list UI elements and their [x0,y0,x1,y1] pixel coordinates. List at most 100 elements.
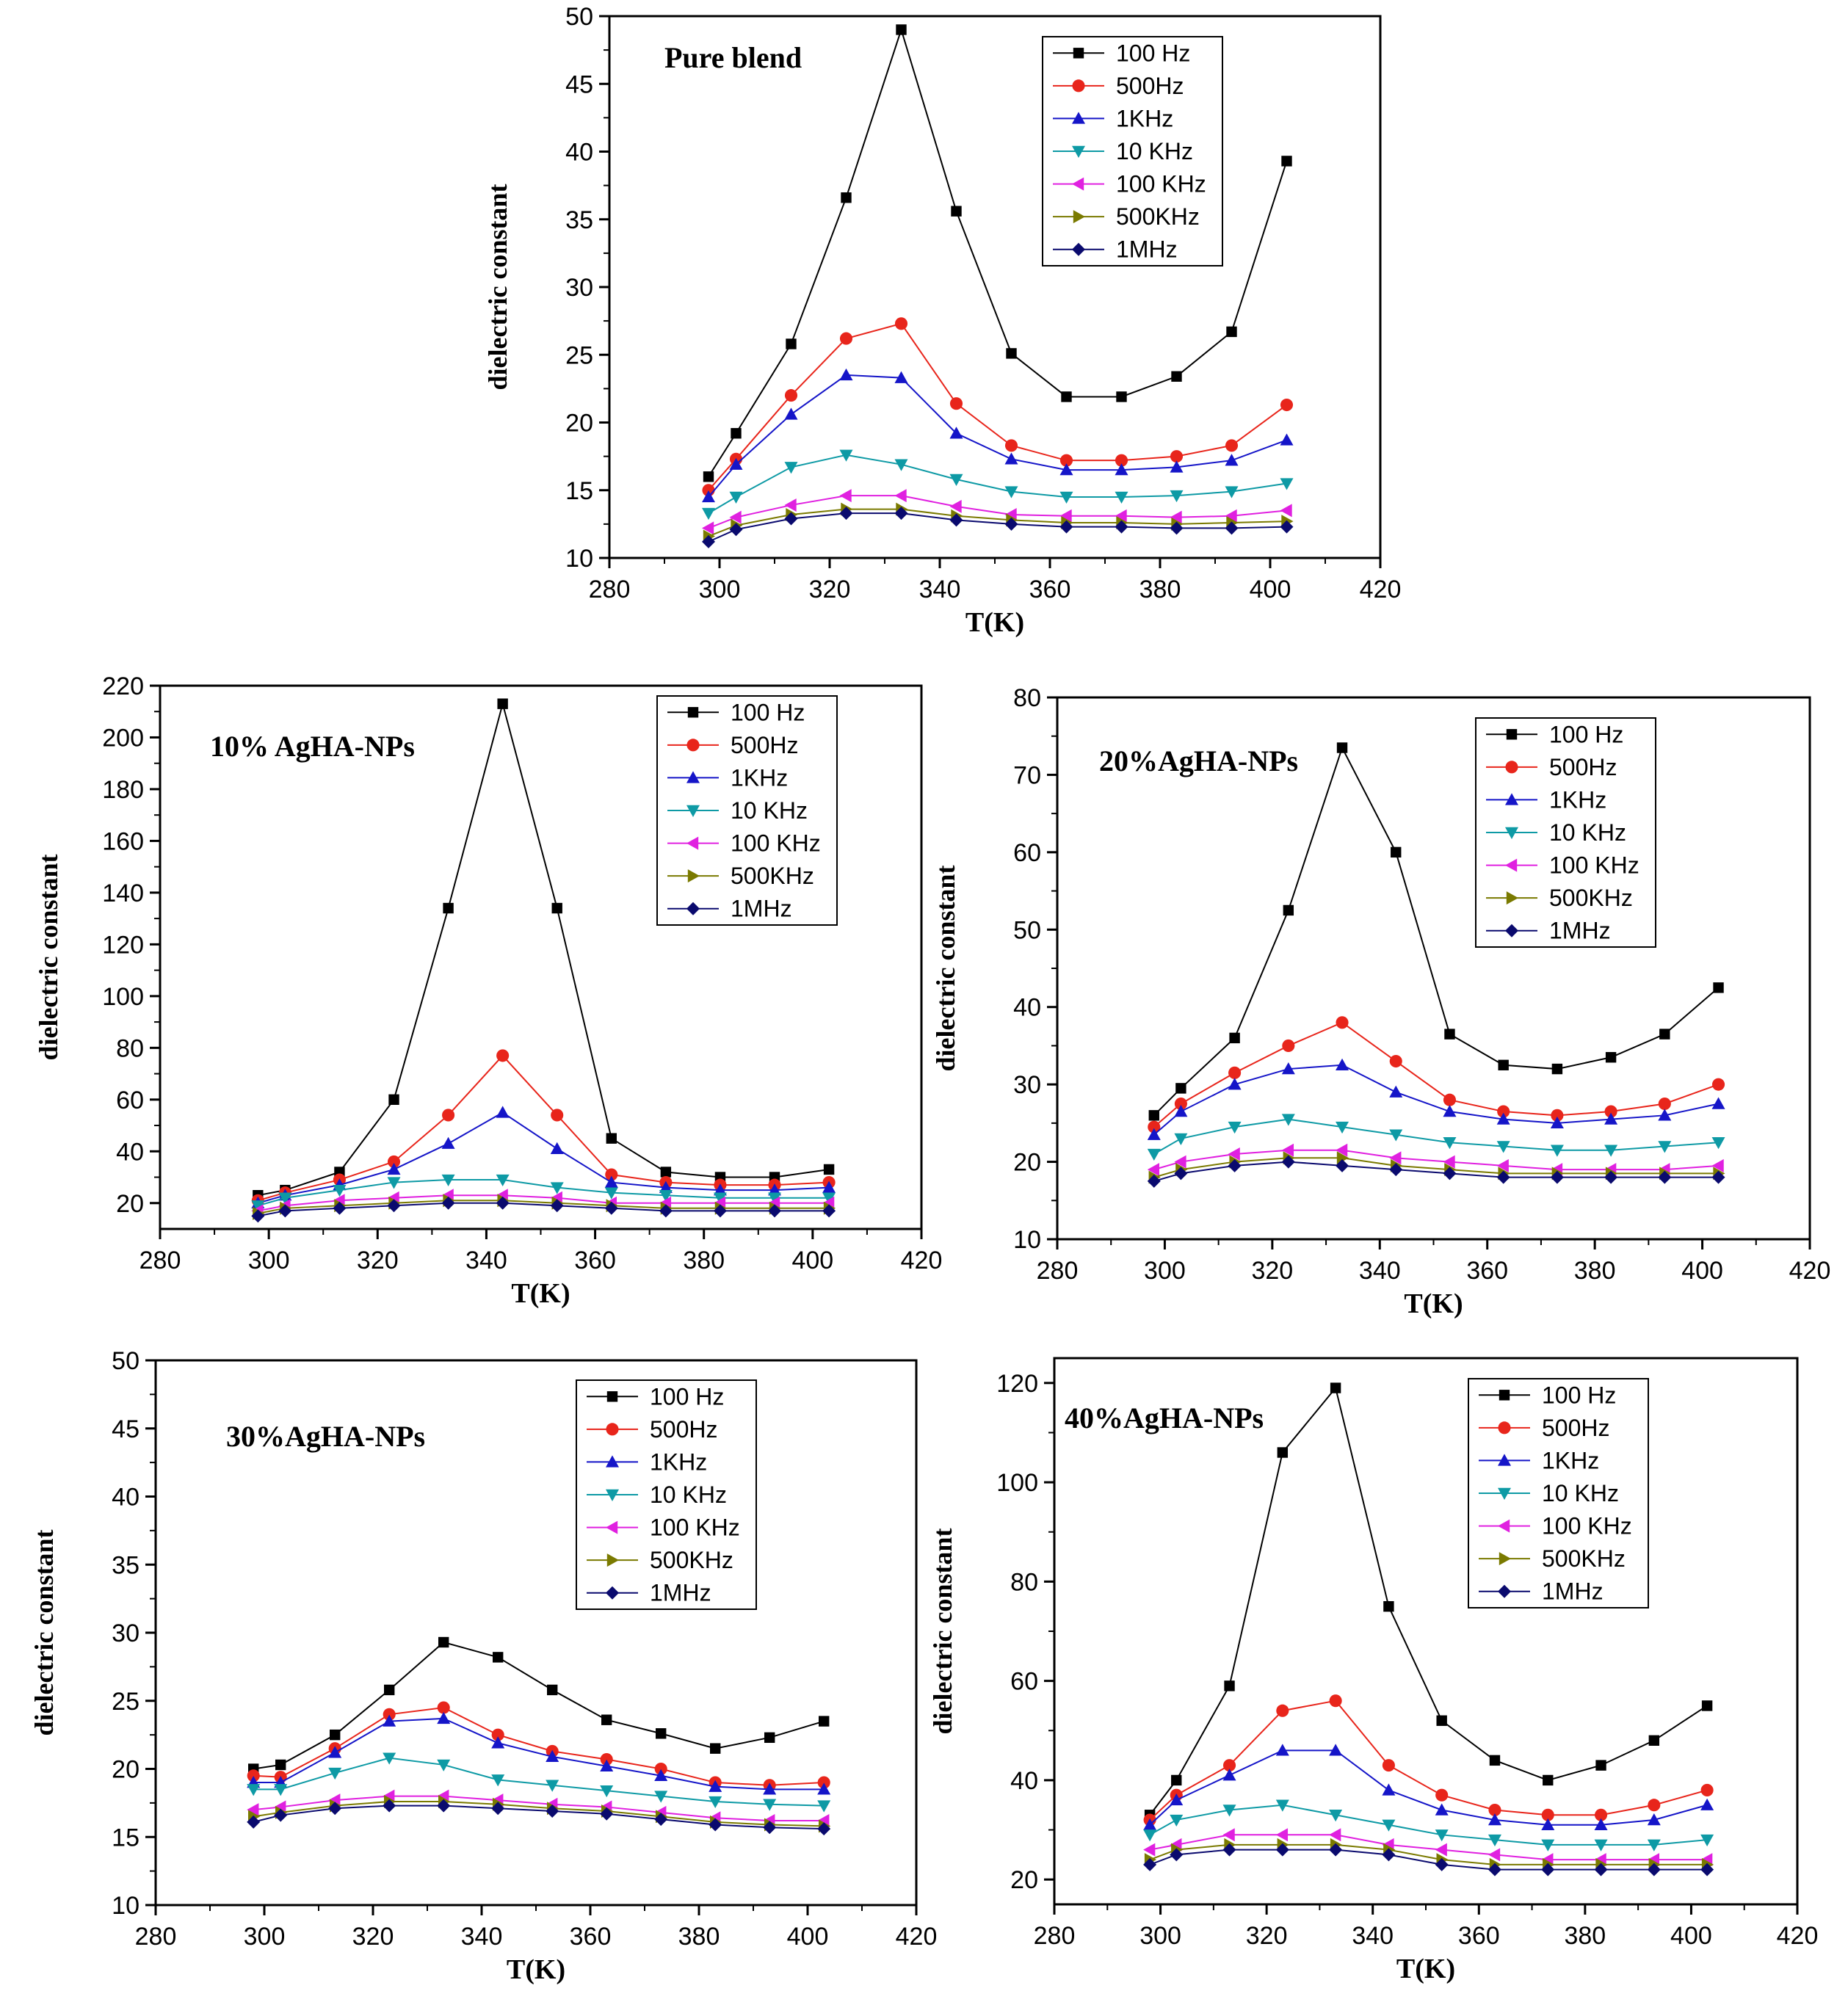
y-tick-label: 60 [1010,1668,1038,1696]
data-point [441,1196,455,1210]
data-point [387,1199,401,1213]
data-point [654,1762,667,1776]
x-tick-label: 360 [570,1923,612,1951]
data-point [949,397,963,410]
series-1khz [1147,1058,1725,1140]
data-point [1115,509,1127,523]
y-tick-label: 20 [1010,1866,1038,1894]
data-point [949,499,962,513]
y-tick-label: 50 [112,1347,139,1375]
x-tick-label: 300 [699,576,741,603]
series-line [1149,1700,1708,1821]
data-point [1543,1774,1554,1786]
y-tick-label: 40 [1013,994,1041,1022]
data-point [729,523,743,537]
data-point [894,317,908,330]
legend-label: 1MHz [1549,918,1611,944]
series-1khz [247,1711,831,1795]
data-point [1604,1112,1618,1125]
data-point [659,1180,673,1193]
data-point [328,1746,342,1758]
data-point [1275,1744,1289,1756]
data-point [1647,1839,1661,1851]
data-point [606,1133,617,1144]
y-tick-label: 30 [565,274,593,302]
data-point [784,512,798,526]
data-point [1659,1029,1670,1040]
data-point [1700,1798,1714,1810]
series-line [1153,1157,1719,1178]
x-tick-label: 360 [574,1247,616,1274]
data-point [1443,1167,1457,1180]
series-line [708,374,1287,498]
y-tick-label: 30 [1013,1071,1041,1099]
legend-label: 100 KHz [1116,171,1206,197]
series-line [1149,1834,1708,1861]
y-tick-label: 40 [565,139,593,167]
data-point [654,1769,668,1781]
data-point [383,1708,396,1721]
series-10-khz [702,449,1294,521]
series-line [1149,1749,1708,1826]
data-point [1004,486,1018,498]
x-tick-label: 320 [1251,1257,1293,1285]
x-tick-label: 380 [1139,576,1181,603]
data-point [1225,521,1239,535]
series-10-khz [1147,1114,1725,1161]
data-point [1329,1828,1341,1842]
data-point [1329,1694,1342,1708]
panel-30pct-aghanps: 280 300 320 340 360 380 400 420 10 15 20 25 30 35 40 45… [29,1347,937,1985]
legend-marker [1072,112,1085,124]
data-point [1059,520,1073,534]
data-point [333,1201,347,1215]
y-tick-label: 35 [112,1551,139,1579]
legend: 100 Hz 500Hz 1KHz 10 KHz 100 KHz 500KHz 1MHz [656,695,838,926]
series-1mhz [1143,1843,1714,1876]
legend-label: 100 Hz [1116,40,1190,66]
data-point [764,1732,775,1744]
x-tick-label: 400 [787,1923,829,1951]
data-point [702,490,715,503]
data-point [1497,1105,1510,1118]
legend-label: 1KHz [1549,786,1606,813]
data-point [1594,1839,1608,1851]
data-point [1061,391,1072,402]
x-tick-label: 320 [1246,1922,1288,1950]
data-point [1277,1447,1289,1458]
legend-label: 100 KHz [1542,1513,1632,1539]
data-point [1496,1112,1510,1125]
data-point [550,1182,564,1194]
data-point [1174,1105,1188,1117]
series-10-khz [247,1752,831,1813]
data-point [1170,460,1184,473]
legend-marker [1498,1519,1510,1533]
series-line [708,27,1288,477]
legend-marker [1505,924,1518,937]
data-point [768,1192,782,1205]
data-point [1701,1700,1713,1711]
legend-label: 500Hz [1549,754,1617,780]
data-point [1170,521,1184,535]
y-tick-label: 50 [565,3,593,31]
y-tick-label: 50 [1013,916,1041,944]
data-point [1496,1170,1510,1184]
series-line [258,1200,830,1214]
series-line [253,1641,825,1770]
data-point [1658,1097,1671,1111]
data-point [1498,1059,1509,1070]
legend: 100 Hz 500Hz 1KHz 10 KHz 100 KHz 500KHz 1MHz [1042,36,1223,266]
x-tick-label: 360 [1029,576,1071,603]
data-point [1059,491,1073,504]
data-point [437,1759,451,1771]
data-point [491,1728,504,1741]
data-point [1594,1818,1608,1830]
y-tick-label: 15 [112,1824,139,1851]
series-line [258,1202,830,1217]
y-tick-label: 70 [1013,761,1041,789]
legend: 100 Hz 500Hz 1KHz 10 KHz 100 KHz 500KHz 1MHz [1468,1378,1649,1608]
data-point [1115,520,1128,534]
data-point [1488,1834,1501,1847]
data-point [1225,439,1239,452]
data-point [1541,1839,1555,1851]
data-point [601,1714,612,1725]
